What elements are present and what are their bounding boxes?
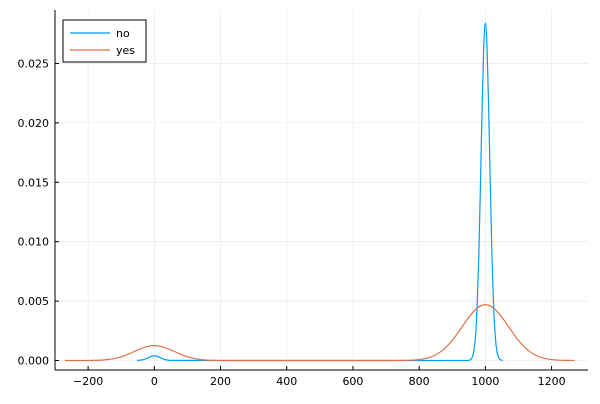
y-tick-label: 0.025 [18, 57, 50, 70]
series-line-yes [64, 304, 575, 362]
x-tick-label: −200 [73, 375, 103, 388]
grid [55, 10, 588, 370]
y-tick-label: 0.010 [18, 236, 50, 249]
x-tick-label: 600 [342, 375, 363, 388]
series-line-no [136, 22, 503, 362]
legend-label-no: no [116, 27, 130, 40]
legend: no yes [62, 19, 147, 63]
legend-label-yes: yes [116, 44, 135, 57]
y-tick-label: 0.005 [18, 295, 50, 308]
y-tick-label: 0.000 [18, 354, 50, 367]
x-tick-label: 1200 [538, 375, 566, 388]
y-tick-label: 0.020 [18, 117, 50, 130]
x-tick-label: 400 [276, 375, 297, 388]
legend-box [62, 19, 147, 63]
x-tick-label: 1000 [471, 375, 499, 388]
series-lines [64, 22, 575, 362]
y-tick-label: 0.015 [18, 176, 50, 189]
x-tick-label: 0 [151, 375, 158, 388]
x-tick-label: 800 [409, 375, 430, 388]
axes: −200 0 200 400 600 800 1000 1200 0.000 0.005 0.010… [18, 10, 588, 388]
x-tick-label: 200 [210, 375, 231, 388]
